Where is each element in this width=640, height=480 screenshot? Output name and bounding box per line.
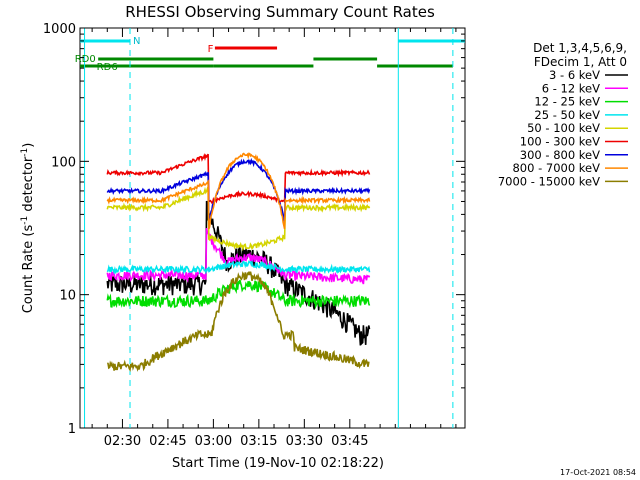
series-line bbox=[106, 152, 371, 205]
legend-label: 6 - 12 keV bbox=[542, 81, 600, 95]
y-tick-label: 1000 bbox=[43, 22, 76, 37]
footer-timestamp: 17-Oct-2021 08:54 bbox=[560, 468, 636, 477]
series-line bbox=[106, 279, 371, 310]
y-tick-label: 10 bbox=[59, 289, 76, 304]
x-tick-label: 03:30 bbox=[286, 434, 323, 449]
rd0-label: RD0 bbox=[75, 54, 96, 65]
plot-frame bbox=[79, 27, 466, 429]
series-line bbox=[106, 157, 371, 223]
chart-title: RHESSI Observing Summary Count Rates bbox=[125, 3, 435, 21]
legend-label: 100 - 300 keV bbox=[520, 135, 600, 149]
series-line bbox=[106, 271, 370, 372]
x-axis: 02:30 02:45 03:00 03:15 03:30 03:45 bbox=[91, 28, 457, 449]
legend-label: 12 - 25 keV bbox=[534, 95, 600, 109]
series-group bbox=[106, 152, 371, 372]
legend-label: 3 - 6 keV bbox=[549, 68, 600, 82]
flare-label: F bbox=[208, 44, 214, 55]
x-tick-label: 02:30 bbox=[104, 434, 141, 449]
legend-label: 25 - 50 keV bbox=[534, 108, 600, 122]
legend: Det 1,3,4,5,6,9,FDecim 1, Att 03 - 6 keV… bbox=[498, 41, 628, 188]
y-tick-label: 100 bbox=[51, 155, 76, 170]
legend-label: 50 - 100 keV bbox=[527, 121, 600, 135]
y-tick-label: 1 bbox=[68, 422, 76, 437]
rd6-label: RD6 bbox=[97, 62, 118, 73]
legend-label: 800 - 7000 keV bbox=[512, 161, 600, 175]
x-tick-label: 03:00 bbox=[195, 434, 232, 449]
series-line bbox=[106, 152, 371, 230]
series-line bbox=[106, 259, 371, 275]
y-axis: 1 10 100 1000 bbox=[43, 22, 465, 437]
legend-label: 7000 - 15000 keV bbox=[498, 174, 600, 188]
x-tick-label: 03:15 bbox=[240, 434, 277, 449]
legend-label: 300 - 800 keV bbox=[520, 148, 600, 162]
legend-header: Det 1,3,4,5,6,9, bbox=[533, 41, 627, 55]
legend-header: FDecim 1, Att 0 bbox=[534, 55, 627, 69]
series-line bbox=[106, 186, 371, 252]
x-axis-label: Start Time (19-Nov-10 02:18:22) bbox=[172, 456, 384, 471]
series-line bbox=[106, 227, 371, 285]
x-tick-label: 02:45 bbox=[149, 434, 186, 449]
y-axis-label: Count Rate (s-1 detector-1) bbox=[20, 143, 36, 314]
night-label: N bbox=[133, 36, 140, 47]
x-tick-label: 03:45 bbox=[331, 434, 368, 449]
